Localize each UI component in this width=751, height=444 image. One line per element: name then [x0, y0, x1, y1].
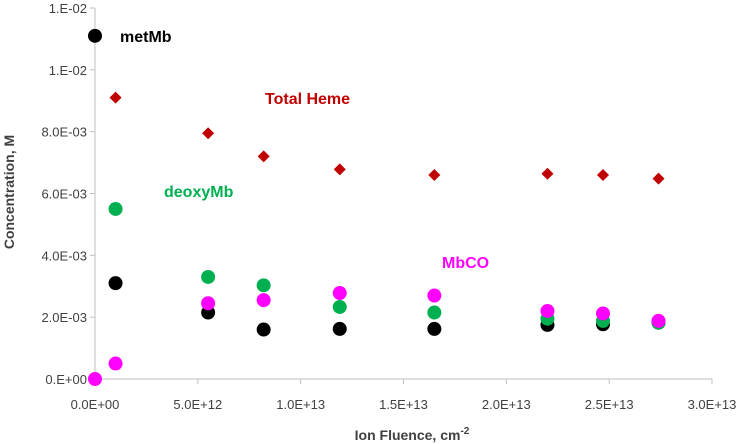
point-mbco	[651, 313, 666, 328]
point-mbco	[427, 288, 442, 303]
point-mbco	[108, 356, 123, 371]
point-deoxymb	[427, 305, 442, 320]
point-total-heme	[257, 150, 270, 163]
point-metmb	[427, 321, 442, 336]
point-mbco	[256, 293, 271, 308]
series-label-deoxymb: deoxyMb	[164, 184, 234, 201]
x-tick-label: 5.0E+12	[173, 397, 222, 412]
data-marks	[88, 28, 666, 386]
point-deoxymb	[332, 299, 347, 314]
point-deoxymb	[201, 269, 216, 284]
y-tick-label: 1.E-02	[49, 63, 87, 78]
y-tick-label: 1.E-02	[49, 1, 87, 16]
x-axis-title: Ion Fluence, cm-2	[355, 426, 470, 443]
y-tick-label: 2.0E-03	[41, 310, 87, 325]
x-tick-label: 3.0E+13	[688, 397, 737, 412]
point-total-heme	[596, 168, 609, 181]
series-label-mbco: MbCO	[442, 255, 489, 272]
y-tick-label: 0.E+00	[45, 372, 87, 387]
y-tick-label: 8.0E-03	[41, 125, 87, 140]
point-deoxymb	[108, 201, 123, 216]
x-tick-label: 1.5E+13	[379, 397, 428, 412]
point-metmb	[256, 322, 271, 337]
point-mbco	[540, 303, 555, 318]
point-mbco	[201, 296, 216, 311]
point-metmb	[88, 28, 102, 43]
point-mbco	[595, 306, 610, 321]
series-label-metmb: metMb	[120, 29, 172, 46]
point-total-heme	[109, 91, 122, 104]
point-deoxymb	[256, 278, 271, 293]
y-axis-title: Concentration, M	[1, 135, 17, 249]
y-tick-label: 6.0E-03	[41, 187, 87, 202]
x-tick-label: 0.0E+00	[71, 397, 120, 412]
x-tick-label: 2.0E+13	[482, 397, 531, 412]
y-axis-ticks: 0.E+00 2.0E-03 4.0E-03 6.0E-03 8.0E-03 1.E-02…	[41, 1, 95, 387]
point-mbco	[332, 286, 347, 301]
point-metmb	[108, 276, 123, 291]
point-total-heme	[541, 167, 554, 180]
x-tick-label: 1.0E+13	[276, 397, 325, 412]
y-tick-label: 4.0E-03	[41, 248, 87, 263]
point-total-heme	[652, 172, 665, 185]
x-axis-title-text: Ion Fluence, cm	[355, 427, 461, 443]
point-metmb	[332, 321, 347, 336]
x-axis-ticks: 0.0E+00 5.0E+12 1.0E+13 1.5E+13 2.0E+13 2.5E+…	[71, 379, 737, 412]
x-tick-label: 2.5E+13	[585, 397, 634, 412]
point-total-heme	[428, 168, 441, 181]
point-total-heme	[333, 163, 346, 176]
series-label-total-heme: Total Heme	[265, 91, 350, 108]
plot-area: 0.0E+00 5.0E+12 1.0E+13 1.5E+13 2.0E+13 2.5E+…	[41, 1, 736, 412]
point-mbco	[88, 372, 102, 386]
point-total-heme	[202, 127, 215, 140]
x-axis-title-superscript: -2	[460, 426, 469, 437]
